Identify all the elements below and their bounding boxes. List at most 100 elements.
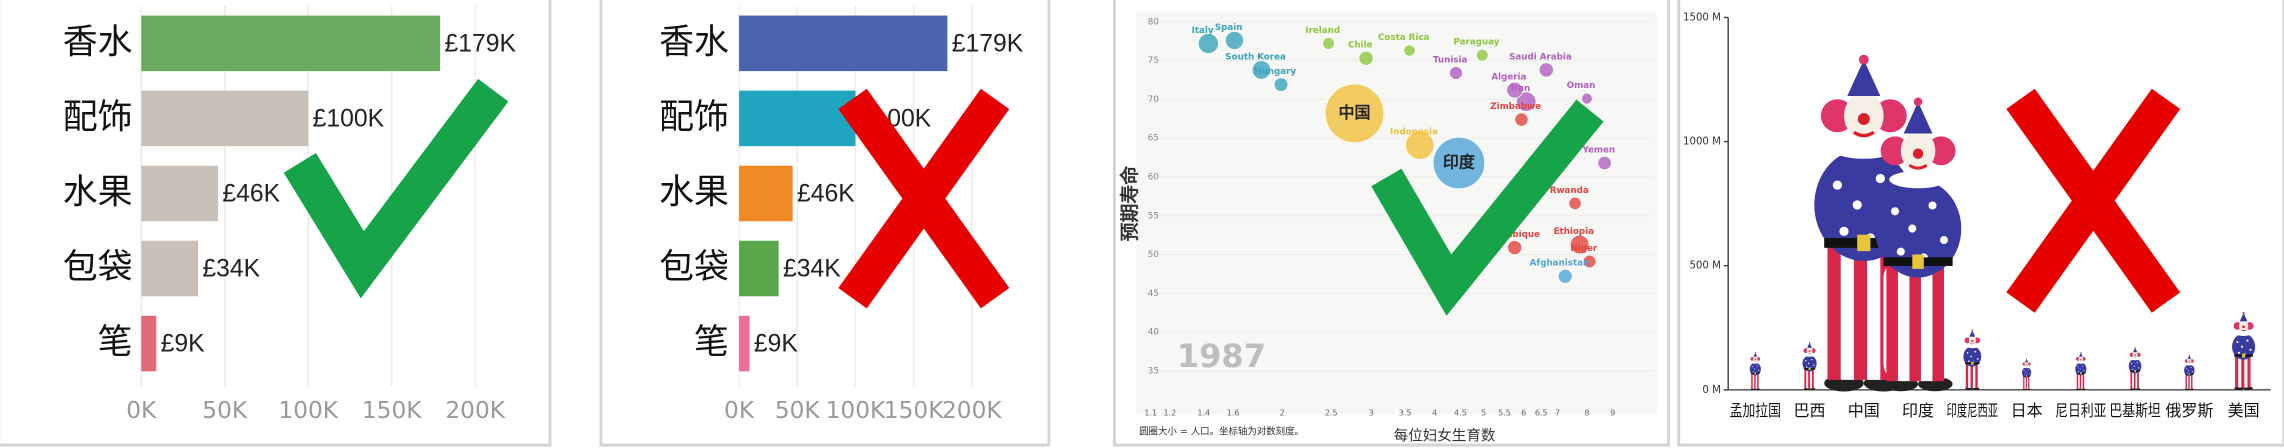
- value-label: £179K: [952, 30, 1024, 57]
- x-tick-label: 8: [1584, 409, 1589, 418]
- bubble: [1557, 268, 1573, 284]
- cross-mark: [838, 88, 1010, 309]
- verdict-layer: [283, 78, 2181, 316]
- value-label: £46K: [222, 180, 280, 207]
- y-tick-label: 500 M: [1689, 261, 1720, 272]
- bubble-label: Ireland: [1305, 26, 1340, 36]
- category-label: 包袋: [659, 248, 729, 288]
- x-tick-label: 200K: [445, 397, 505, 424]
- bubble-label: South Korea: [1225, 52, 1286, 62]
- x-tick-label: 2.5: [1325, 409, 1338, 418]
- clown-figure: [2231, 311, 2256, 391]
- bubble-label: Tunisia: [1433, 55, 1468, 65]
- value-label: £9K: [754, 331, 798, 358]
- y-tick-label: 1000 M: [1683, 137, 1721, 148]
- x-tick-label: 0K: [126, 397, 157, 424]
- bubble-label: Yemen: [1581, 145, 1615, 155]
- category-label: 水果: [63, 172, 133, 212]
- x-tick-label: 1.6: [1227, 409, 1240, 418]
- bubble-label: Costa Rica: [1378, 33, 1430, 43]
- clown-figure: [2128, 346, 2142, 391]
- bubble-label: 印度: [1443, 153, 1476, 172]
- bubble: [1476, 48, 1489, 62]
- x-tick-label: 0K: [724, 397, 755, 424]
- bubble: [1197, 33, 1219, 54]
- x-tick-label: 6.5: [1535, 409, 1548, 418]
- x-tick-label: 150K: [884, 397, 944, 424]
- value-label: £9K: [161, 331, 205, 358]
- bar: [141, 15, 441, 72]
- x-tick-label: 3: [1369, 409, 1374, 418]
- y-tick-label: 0 M: [1702, 385, 1720, 396]
- bubble-label: Algeria: [1491, 72, 1526, 82]
- category-label: 笔: [694, 323, 729, 363]
- bar: [739, 15, 948, 72]
- x-tick-label: 巴基斯坦: [2109, 401, 2160, 420]
- bar: [141, 315, 157, 372]
- bubble: [1324, 83, 1385, 144]
- bubble-label: Oman: [1567, 81, 1596, 91]
- value-label: £179K: [444, 30, 516, 57]
- value-label: £46K: [797, 180, 855, 207]
- clown-figure: [1802, 341, 1817, 391]
- y-tick-label: 70: [1148, 95, 1159, 105]
- bubble-label: Chile: [1348, 41, 1373, 51]
- bubble: [1516, 91, 1537, 112]
- y-tick-label: 75: [1148, 56, 1159, 66]
- category-label: 香水: [659, 22, 729, 62]
- y-tick-label: 65: [1148, 134, 1159, 144]
- x-tick-label: 1.1: [1144, 409, 1157, 418]
- x-tick-label: 5: [1481, 409, 1486, 418]
- bar: [739, 165, 793, 222]
- bubble: [1432, 136, 1486, 190]
- bubble: [1514, 112, 1529, 127]
- clown-figure: [1963, 329, 1982, 391]
- bubble: [1273, 77, 1289, 92]
- bar: [739, 240, 779, 297]
- y-tick-label: 40: [1148, 328, 1159, 338]
- category-label: 包袋: [63, 248, 133, 288]
- bubble-label: Rwanda: [1550, 186, 1589, 196]
- category-label: 水果: [659, 172, 729, 212]
- x-tick-label: 孟加拉国: [1730, 401, 1781, 420]
- x-tick-label: 中国: [1848, 401, 1880, 420]
- x-tick-label: 9: [1610, 409, 1615, 418]
- bar: [141, 240, 199, 297]
- x-tick-label: 尼日利亚: [2055, 401, 2106, 420]
- x-tick-label: 2: [1280, 409, 1285, 418]
- axis-title-y: 预期寿命: [1118, 165, 1141, 242]
- bubble-label: Zimbabwe: [1490, 102, 1541, 112]
- bubble-label: 中国: [1339, 103, 1371, 122]
- bubble: [1569, 234, 1590, 255]
- x-tick-label: 7: [1555, 409, 1560, 418]
- year-annotation: 1987: [1177, 337, 1266, 375]
- check-mark: [1371, 99, 1604, 316]
- bar: [739, 315, 750, 372]
- panel-frame: [1112, 0, 1671, 447]
- x-tick-label: 3.5: [1399, 409, 1412, 418]
- y-tick-label: 45: [1148, 289, 1159, 299]
- clown-figure: [1749, 351, 1762, 391]
- bubble: [1582, 254, 1597, 269]
- x-tick-label: 50K: [202, 397, 248, 424]
- clown-figure: [2075, 351, 2087, 391]
- bubble-label: Iran: [1511, 84, 1531, 94]
- y-tick-label: 60: [1148, 172, 1159, 182]
- x-tick-label: 1.4: [1197, 409, 1210, 418]
- y-tick-label: 35: [1148, 366, 1159, 376]
- category-label: 笔: [98, 323, 133, 363]
- bubble: [1358, 50, 1374, 66]
- y-tick-label: 55: [1148, 211, 1159, 221]
- bubble: [1597, 155, 1612, 171]
- cross-mark: [2006, 88, 2181, 313]
- category-label: 香水: [63, 22, 133, 62]
- bubble-label: Niger: [1570, 244, 1597, 254]
- x-tick-label: 4.5: [1454, 409, 1467, 418]
- x-tick-label: 美国: [2228, 401, 2260, 420]
- x-tick-label: 6: [1521, 409, 1526, 418]
- bubble-label: Spain: [1215, 23, 1243, 33]
- bubble: [1506, 81, 1524, 99]
- clown-figure: [2021, 358, 2032, 391]
